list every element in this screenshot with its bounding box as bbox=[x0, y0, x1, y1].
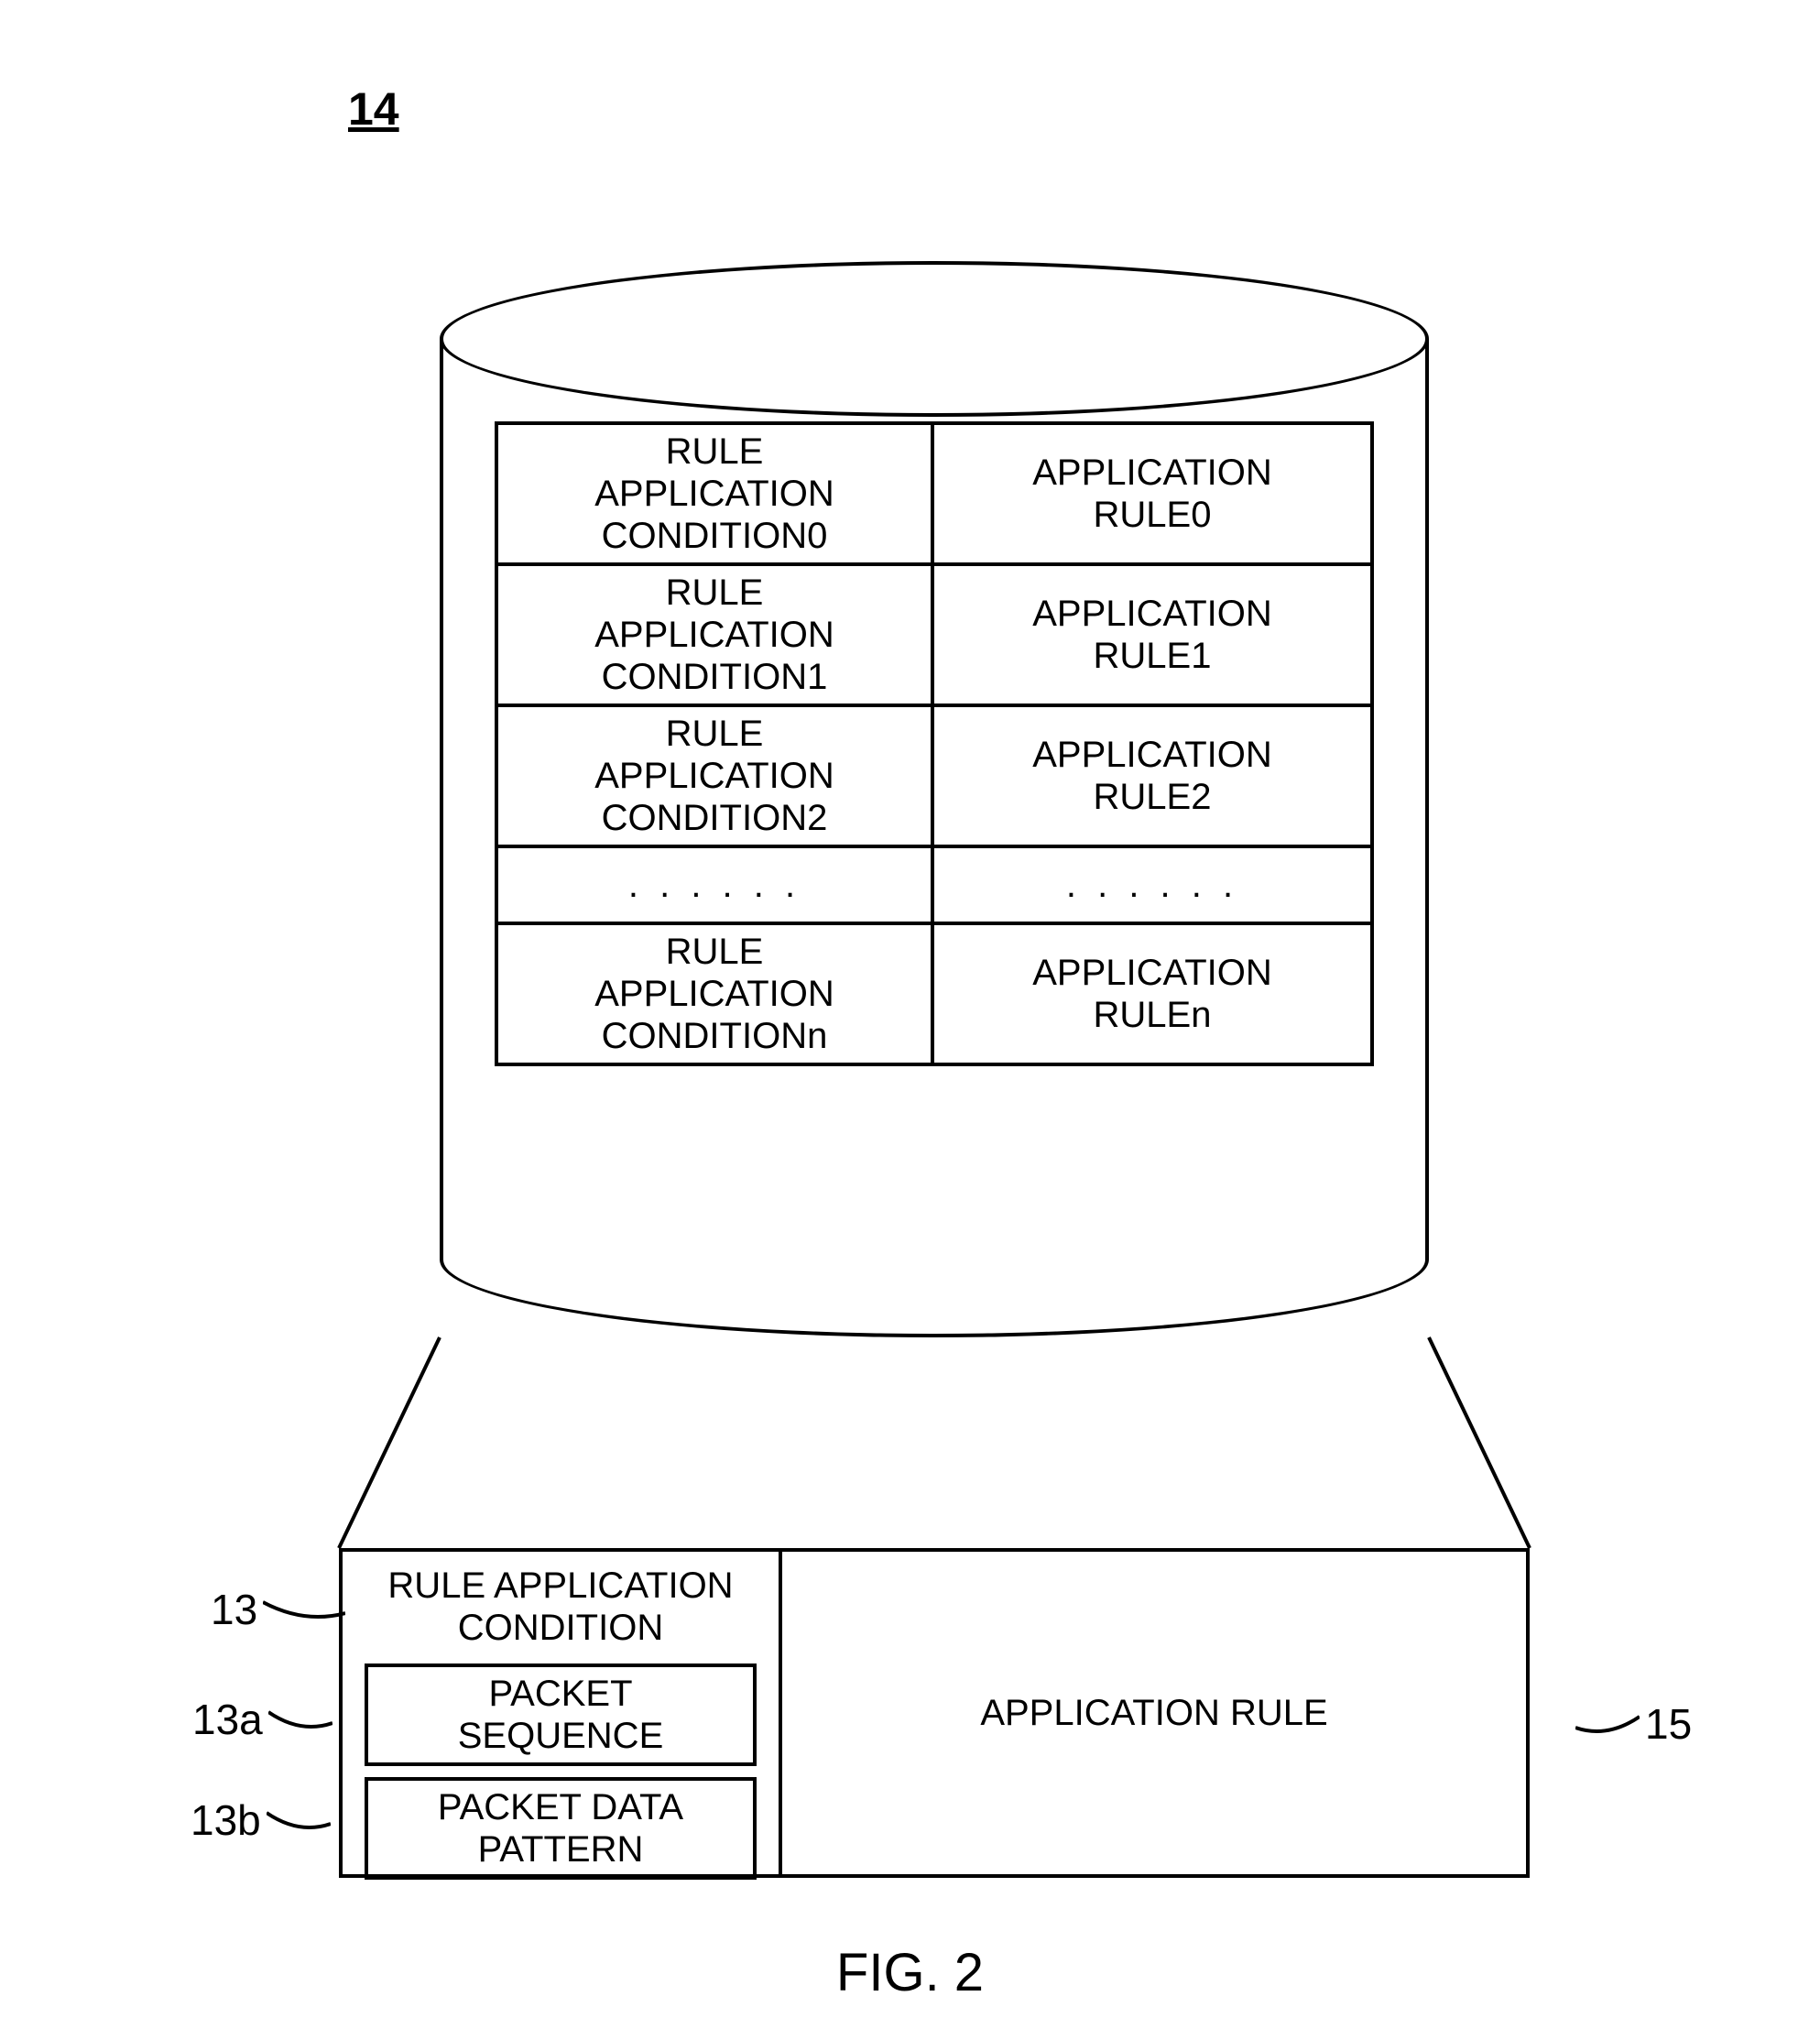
leader-line bbox=[1575, 1714, 1640, 1741]
ref-label-13: 13 bbox=[211, 1585, 345, 1634]
application-rule-cell: . . . . . . bbox=[934, 848, 1370, 922]
ref-label-13a: 13a bbox=[192, 1695, 332, 1744]
ref-label-13b: 13b bbox=[191, 1795, 331, 1845]
rule-condition-cell: RULEAPPLICATIONCONDITIONn bbox=[498, 925, 934, 1063]
detail-left-column: RULE APPLICATIONCONDITION PACKETSEQUENCE… bbox=[343, 1552, 782, 1874]
leader-line bbox=[268, 1709, 332, 1737]
rule-condition-cell: RULEAPPLICATIONCONDITION0 bbox=[498, 425, 934, 562]
ref-label-text: 13 bbox=[211, 1586, 257, 1633]
application-rule-cell: APPLICATIONRULE2 bbox=[934, 707, 1370, 845]
figure-caption: FIG. 2 bbox=[0, 1942, 1820, 2003]
rule-condition-cell: RULEAPPLICATIONCONDITION1 bbox=[498, 566, 934, 704]
ref-label-text: 13a bbox=[192, 1696, 263, 1743]
rule-condition-cell: . . . . . . bbox=[498, 848, 934, 922]
rule-condition-cell: RULEAPPLICATIONCONDITION2 bbox=[498, 707, 934, 845]
rule-table-row: . . . . . .. . . . . . bbox=[498, 848, 1370, 925]
packet-sequence-box: PACKETSEQUENCE bbox=[365, 1663, 757, 1766]
rule-table-row: RULEAPPLICATIONCONDITION1APPLICATIONRULE… bbox=[498, 566, 1370, 707]
ref-label-text: 13b bbox=[191, 1796, 261, 1844]
leader-line bbox=[267, 1810, 331, 1838]
ref-label-15: 15 bbox=[1575, 1699, 1692, 1749]
application-rule-cell: APPLICATIONRULE0 bbox=[934, 425, 1370, 562]
detail-box: RULE APPLICATIONCONDITION PACKETSEQUENCE… bbox=[339, 1548, 1530, 1878]
application-rule-cell: APPLICATIONRULE1 bbox=[934, 566, 1370, 704]
application-rule-cell: APPLICATIONRULEn bbox=[934, 925, 1370, 1063]
rule-table-row: RULEAPPLICATIONCONDITIONnAPPLICATIONRULE… bbox=[498, 925, 1370, 1063]
rule-application-condition-label: RULE APPLICATIONCONDITION bbox=[343, 1552, 779, 1658]
figure-number: 14 bbox=[348, 82, 399, 136]
ref-label-text: 15 bbox=[1645, 1700, 1692, 1748]
rule-table-row: RULEAPPLICATIONCONDITION0APPLICATIONRULE… bbox=[498, 425, 1370, 566]
leader-line bbox=[263, 1599, 345, 1627]
rule-table: RULEAPPLICATIONCONDITION0APPLICATIONRULE… bbox=[495, 421, 1374, 1066]
application-rule-label: APPLICATION RULE bbox=[782, 1552, 1526, 1874]
rule-table-row: RULEAPPLICATIONCONDITION2APPLICATIONRULE… bbox=[498, 707, 1370, 848]
database-cylinder-top bbox=[440, 261, 1429, 417]
packet-data-pattern-box: PACKET DATAPATTERN bbox=[365, 1777, 757, 1880]
